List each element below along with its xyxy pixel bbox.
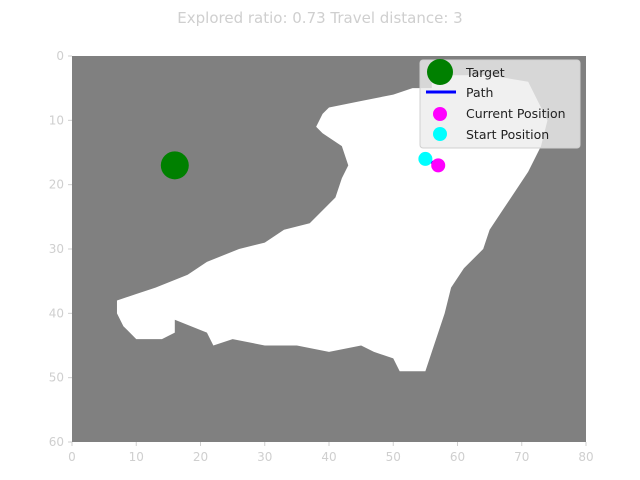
legend-box	[419, 59, 581, 149]
current-position-marker	[431, 158, 446, 173]
x-tick-label: 50	[386, 450, 401, 464]
x-axis: 0 10 20 30 40 50 60 70 80	[68, 442, 594, 464]
y-tick-label: 30	[49, 242, 64, 256]
x-tick-label: 30	[257, 450, 272, 464]
y-tick-label: 10	[49, 113, 64, 127]
y-tick-label: 20	[49, 178, 64, 192]
legend-label-current: Current Position	[466, 106, 566, 121]
legend-label-path: Path	[466, 85, 493, 100]
target-marker	[160, 151, 189, 180]
y-tick-label: 50	[49, 371, 64, 385]
legend-label-target: Target	[465, 65, 505, 80]
x-tick-label: 80	[578, 450, 593, 464]
legend: Target Path Current Position Start Posit…	[419, 59, 581, 149]
x-tick-label: 10	[129, 450, 144, 464]
x-tick-label: 60	[450, 450, 465, 464]
legend-target-swatch	[427, 59, 453, 85]
explored-region	[116, 75, 548, 372]
x-tick-label: 20	[193, 450, 208, 464]
legend-current-swatch	[433, 107, 447, 121]
legend-label-start: Start Position	[466, 127, 549, 142]
x-tick-label: 70	[514, 450, 529, 464]
y-tick-label: 60	[49, 435, 64, 449]
legend-start-swatch	[433, 127, 447, 141]
y-tick-label: 40	[49, 306, 64, 320]
y-axis: 0 10 20 30 40 50 60	[49, 49, 72, 449]
start-position-marker	[418, 151, 433, 166]
x-tick-label: 40	[321, 450, 336, 464]
y-tick-label: 0	[56, 49, 64, 63]
x-tick-label: 0	[68, 450, 76, 464]
chart-title: Explored ratio: 0.73 Travel distance: 3	[177, 9, 462, 27]
